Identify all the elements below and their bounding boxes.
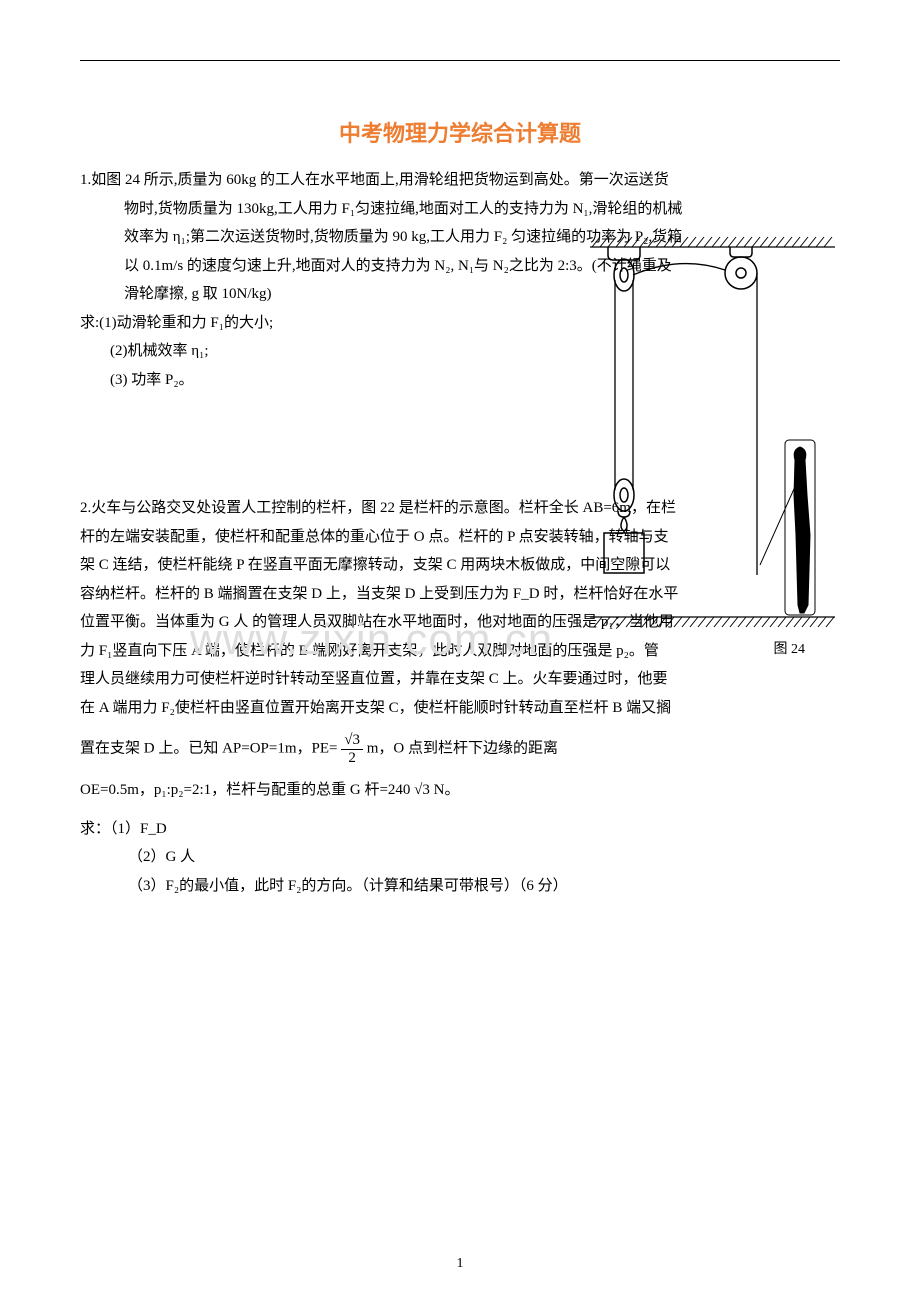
p2-line6: 力 F₁竖直向下压 A 端，使栏杆的 B 端刚好离开支架，此时人双脚对地面的压强… — [80, 637, 840, 666]
figure-24-diagram — [560, 235, 835, 635]
p2-q3: （3）F₂的最小值，此时 F₂的方向。（计算和结果可带根号）（6 分） — [80, 872, 840, 901]
p2-eq2-suffix: N。 — [434, 782, 460, 798]
p2-eq2: OE=0.5m，p₁:p₂=2:1，栏杆与配重的总重 G 杆=240 √3 N。 — [80, 776, 840, 805]
movable-pulley — [614, 479, 634, 531]
fixed-pulley-block — [608, 247, 640, 291]
frac-den: 2 — [341, 750, 363, 767]
p1-line1: 1.如图 24 所示,质量为 60kg 的工人在水平地面上,用滑轮组把货物运到高… — [80, 166, 840, 195]
p2-q2: （2）G 人 — [80, 843, 840, 872]
top-rule — [80, 60, 840, 61]
figure-24-label: 图 24 — [774, 638, 806, 658]
p2-line7: 理人员继续用力可使栏杆逆时针转动至竖直位置，并靠在支架 C 上。火车要通过时，他… — [80, 665, 840, 694]
p2-line8: 在 A 端用力 F₂使栏杆由竖直位置开始离开支架 C，使栏杆能顺时针转动直至栏杆… — [80, 694, 840, 723]
p2-eq1-suffix: m，O 点到栏杆下边缘的距离 — [367, 740, 558, 756]
sqrt-3: √3 — [414, 776, 430, 805]
ropes — [615, 264, 757, 575]
page-number: 1 — [0, 1256, 920, 1272]
fraction-pe: √3 2 — [341, 732, 363, 766]
fixed-pulley-right — [725, 247, 757, 289]
p2-ask: 求：（1）F_D — [80, 815, 840, 844]
frac-num: √3 — [341, 732, 363, 750]
p2-eq2-prefix: OE=0.5m，p₁:p₂=2:1，栏杆与配重的总重 G 杆=240 — [80, 782, 410, 798]
p2-eq1: 置在支架 D 上。已知 AP=OP=1m，PE= √3 2 m，O 点到栏杆下边… — [80, 732, 840, 766]
p1-line2: 物时,货物质量为 130kg,工人用力 F₁匀速拉绳,地面对工人的支持力为 N₁… — [80, 195, 840, 224]
ground-hatch — [590, 617, 835, 627]
p2-eq1-prefix: 置在支架 D 上。已知 AP=OP=1m，PE= — [80, 740, 337, 756]
document-title: 中考物理力学综合计算题 — [80, 116, 840, 148]
ceiling-hatch — [590, 237, 835, 247]
load-box — [604, 531, 644, 573]
worker-figure — [760, 440, 815, 615]
